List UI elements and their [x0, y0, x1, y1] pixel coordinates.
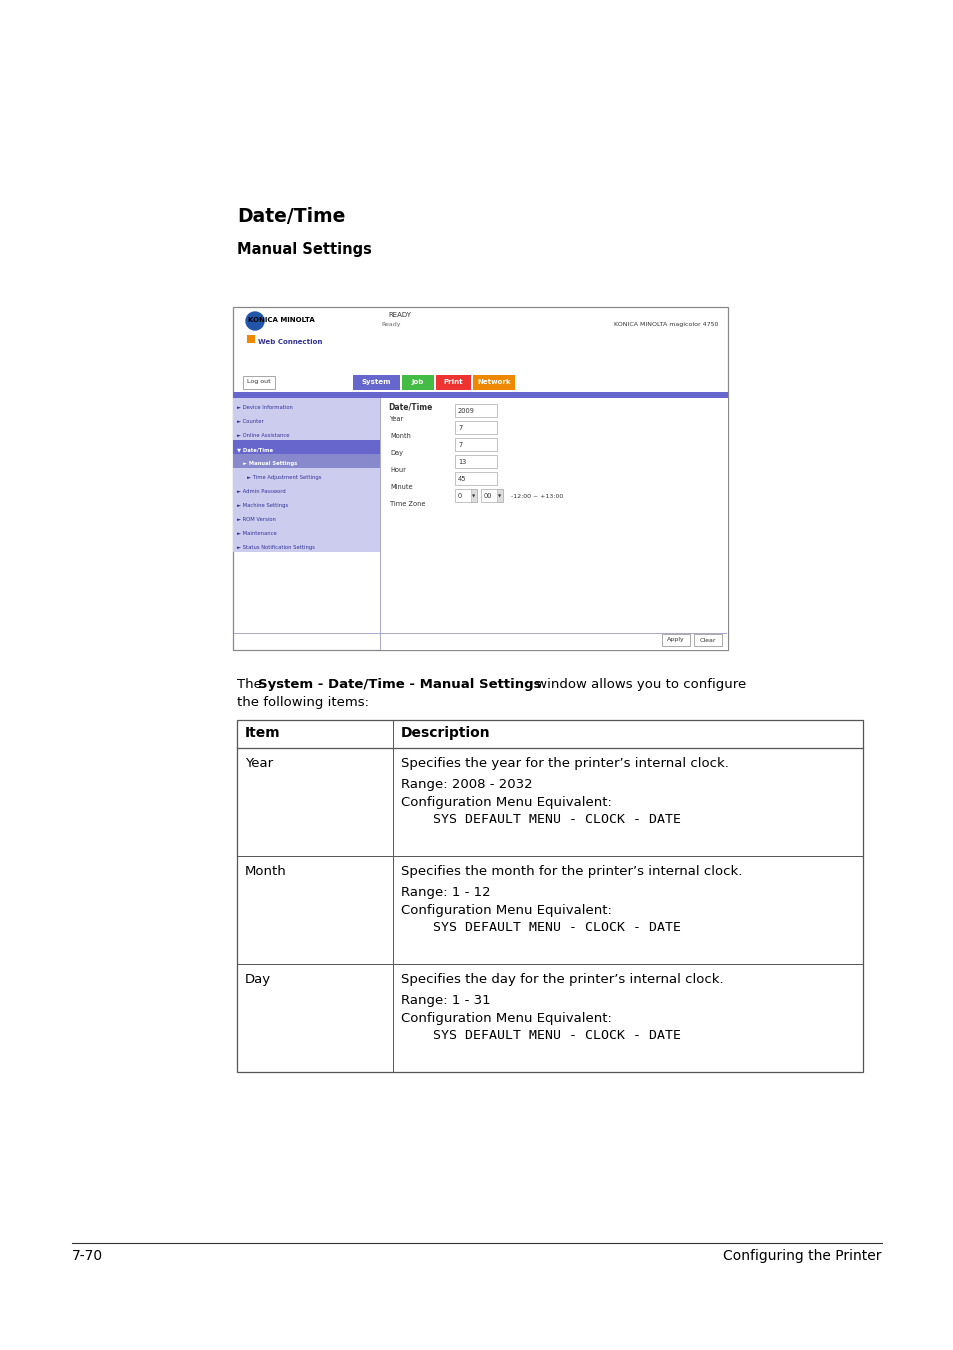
Text: The: The — [236, 678, 266, 691]
Text: ► Machine Settings: ► Machine Settings — [236, 504, 288, 508]
Text: ► Status Notification Settings: ► Status Notification Settings — [236, 545, 314, 549]
Text: Hour: Hour — [390, 467, 405, 472]
Bar — [233, 454, 379, 468]
Text: 45: 45 — [457, 477, 466, 482]
Text: KONICA MINOLTA magicolor 4750: KONICA MINOLTA magicolor 4750 — [613, 323, 718, 327]
Text: Day: Day — [390, 450, 402, 456]
Bar — [233, 539, 379, 552]
Text: Configuring the Printer: Configuring the Printer — [722, 1249, 882, 1264]
Bar — [455, 472, 497, 485]
Bar — [233, 468, 379, 482]
Bar — [471, 489, 476, 502]
Bar — [233, 427, 379, 440]
Text: Network: Network — [476, 379, 510, 385]
Text: window allows you to configure: window allows you to configure — [532, 678, 745, 691]
Text: Specifies the month for the printer’s internal clock.: Specifies the month for the printer’s in… — [400, 865, 741, 878]
Bar — [455, 421, 497, 433]
Bar — [233, 495, 379, 510]
Text: 13: 13 — [457, 459, 466, 464]
Text: 7: 7 — [457, 441, 462, 448]
Bar — [233, 482, 379, 495]
Text: ► Counter: ► Counter — [236, 418, 263, 424]
Bar — [233, 306, 727, 649]
Bar — [455, 455, 497, 468]
Bar — [379, 398, 380, 649]
Bar — [247, 335, 254, 343]
Bar — [693, 634, 721, 647]
Text: Specifies the day for the printer’s internal clock.: Specifies the day for the printer’s inte… — [400, 973, 723, 985]
Bar — [233, 398, 379, 412]
Bar — [236, 720, 862, 1072]
Text: Specifies the year for the printer’s internal clock.: Specifies the year for the printer’s int… — [400, 757, 728, 769]
Bar — [233, 392, 727, 398]
Text: Month: Month — [245, 865, 287, 878]
Bar — [436, 375, 471, 390]
Bar — [233, 510, 379, 524]
Bar — [233, 440, 379, 454]
Text: ► Online Assistance: ► Online Assistance — [236, 433, 289, 437]
Text: Apply: Apply — [666, 637, 684, 643]
Text: Configuration Menu Equivalent:: Configuration Menu Equivalent: — [400, 1012, 611, 1025]
Text: -12:00 ~ +13:00: -12:00 ~ +13:00 — [511, 494, 562, 498]
Text: Date/Time: Date/Time — [236, 207, 345, 225]
Bar — [233, 524, 379, 539]
Text: Item: Item — [245, 726, 280, 740]
Text: Time Zone: Time Zone — [390, 501, 425, 508]
Bar — [473, 375, 515, 390]
Text: Configuration Menu Equivalent:: Configuration Menu Equivalent: — [400, 796, 611, 809]
Text: 2009: 2009 — [457, 408, 475, 414]
Text: ► ROM Version: ► ROM Version — [236, 517, 275, 522]
Text: Date/Time: Date/Time — [388, 402, 432, 410]
Text: Ready: Ready — [380, 323, 400, 327]
Text: Web Connection: Web Connection — [257, 339, 322, 346]
Text: Clear: Clear — [699, 637, 716, 643]
Text: 00: 00 — [483, 493, 492, 500]
Bar — [497, 489, 502, 502]
Text: SYS DEFAULT MENU - CLOCK - DATE: SYS DEFAULT MENU - CLOCK - DATE — [400, 1029, 680, 1042]
Text: Log out: Log out — [247, 379, 271, 385]
Text: 0: 0 — [457, 493, 462, 500]
Text: ▼: ▼ — [472, 494, 475, 498]
Text: System - Date/Time - Manual Settings: System - Date/Time - Manual Settings — [257, 678, 541, 691]
Bar — [661, 634, 689, 647]
Bar — [401, 375, 434, 390]
Text: ► Admin Password: ► Admin Password — [236, 489, 286, 494]
Bar — [455, 437, 497, 451]
Text: Range: 2008 - 2032: Range: 2008 - 2032 — [400, 778, 532, 791]
Text: 7: 7 — [457, 425, 462, 431]
Text: System: System — [361, 379, 391, 385]
Text: ► Maintenance: ► Maintenance — [236, 531, 276, 536]
Circle shape — [246, 312, 264, 329]
Text: Configuration Menu Equivalent:: Configuration Menu Equivalent: — [400, 904, 611, 917]
Text: Day: Day — [245, 973, 271, 985]
Text: Print: Print — [443, 379, 463, 385]
Text: SYS DEFAULT MENU - CLOCK - DATE: SYS DEFAULT MENU - CLOCK - DATE — [400, 921, 680, 934]
Text: ► Time Adjustment Settings: ► Time Adjustment Settings — [247, 475, 321, 481]
Text: Month: Month — [390, 433, 411, 439]
Text: Manual Settings: Manual Settings — [236, 242, 372, 256]
Bar — [480, 489, 502, 502]
Text: 7-70: 7-70 — [71, 1249, 103, 1264]
Text: Year: Year — [245, 757, 273, 769]
Text: ► Manual Settings: ► Manual Settings — [243, 460, 297, 466]
Text: ► Device Information: ► Device Information — [236, 405, 293, 410]
Text: Job: Job — [412, 379, 424, 385]
Bar — [353, 375, 399, 390]
Text: Range: 1 - 31: Range: 1 - 31 — [400, 994, 490, 1007]
Bar — [233, 412, 379, 427]
Bar — [380, 398, 727, 649]
Text: ▼ Date/Time: ▼ Date/Time — [236, 447, 273, 452]
Text: ▼: ▼ — [497, 494, 501, 498]
Text: Year: Year — [390, 416, 404, 423]
Text: KONICA MINOLTA: KONICA MINOLTA — [248, 317, 314, 323]
Text: READY: READY — [388, 312, 411, 319]
Text: the following items:: the following items: — [236, 697, 369, 709]
Bar — [455, 489, 476, 502]
Bar — [455, 404, 497, 417]
Text: Range: 1 - 12: Range: 1 - 12 — [400, 886, 490, 899]
Text: Minute: Minute — [390, 485, 413, 490]
Bar — [243, 377, 274, 389]
Text: Description: Description — [400, 726, 490, 740]
Text: SYS DEFAULT MENU - CLOCK - DATE: SYS DEFAULT MENU - CLOCK - DATE — [400, 813, 680, 826]
